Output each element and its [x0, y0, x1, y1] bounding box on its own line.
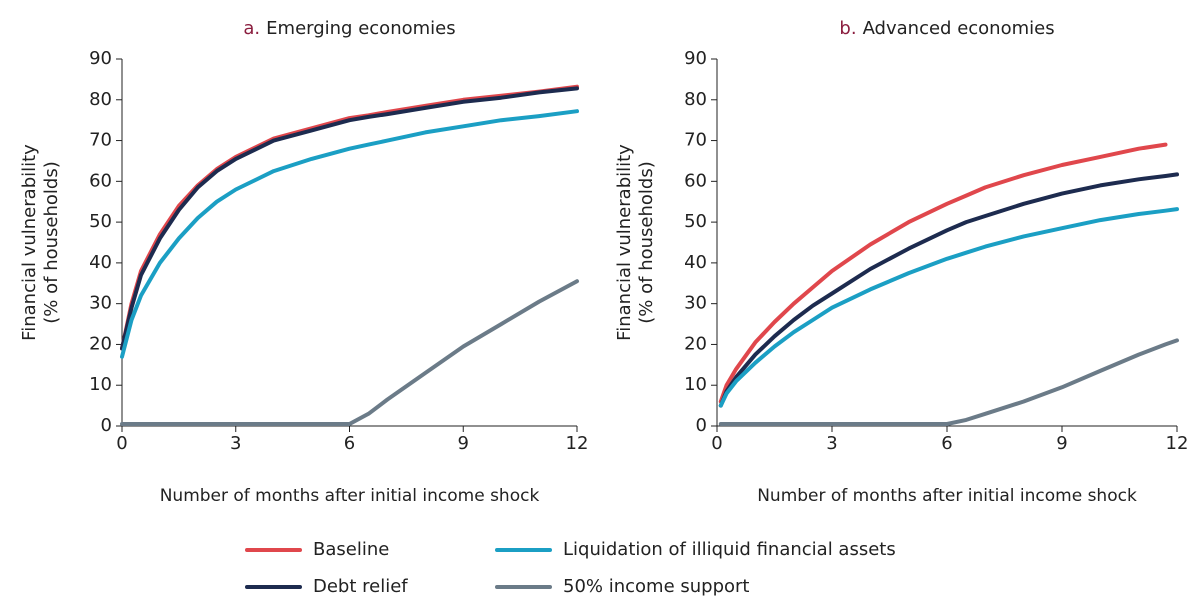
x-tick-label: 3 — [230, 433, 241, 454]
x-tick-label: 12 — [1166, 433, 1189, 454]
y-tick-label: 0 — [101, 415, 112, 436]
series-line — [120, 86, 579, 351]
y-tick-label: 90 — [684, 48, 707, 69]
legend-label: Debt relief — [313, 576, 408, 597]
series-line — [718, 142, 1168, 404]
y-axis-label: Financial vulnerability(% of households) — [614, 144, 657, 341]
y-tick-label: 80 — [89, 89, 112, 110]
y-axis-label-line: (% of households) — [636, 161, 657, 323]
y-axis-label-line: Financial vulnerability — [19, 144, 40, 341]
y-axis-label-line: (% of households) — [41, 161, 62, 323]
y-tick-label: 70 — [684, 130, 707, 151]
y-tick-label: 10 — [89, 374, 112, 395]
x-axis-label: Number of months after initial income sh… — [160, 486, 540, 506]
y-tick-label: 40 — [684, 252, 707, 273]
title-text: Advanced economies — [863, 18, 1055, 39]
y-tick-label: 60 — [89, 170, 112, 191]
y-tick-label: 30 — [89, 293, 112, 314]
x-tick-label: 6 — [941, 433, 952, 454]
y-tick-label: 20 — [684, 333, 707, 354]
y-tick-label: 80 — [684, 89, 707, 110]
y-tick-label: 50 — [89, 211, 112, 232]
x-tick-label: 0 — [116, 433, 127, 454]
x-tick-label: 9 — [458, 433, 469, 454]
panel-label: a. — [243, 18, 260, 39]
chart-title: a. Emerging economies — [243, 18, 455, 39]
panel-label: b. — [839, 18, 856, 39]
y-tick-label: 30 — [684, 293, 707, 314]
y-tick-label: 0 — [696, 415, 707, 436]
series-line — [718, 207, 1179, 408]
series-line — [120, 279, 579, 426]
x-tick-label: 3 — [826, 433, 837, 454]
x-tick-label: 0 — [711, 433, 722, 454]
y-tick-label: 60 — [684, 170, 707, 191]
chart-title: b. Advanced economies — [839, 18, 1054, 39]
y-tick-label: 10 — [684, 374, 707, 395]
x-tick-label: 9 — [1056, 433, 1067, 454]
y-tick-label: 90 — [89, 48, 112, 69]
y-tick-label: 50 — [684, 211, 707, 232]
y-tick-label: 40 — [89, 252, 112, 273]
y-tick-label: 70 — [89, 130, 112, 151]
legend-label: 50% income support — [563, 576, 750, 597]
x-axis-label: Number of months after initial income sh… — [757, 486, 1137, 506]
x-tick-label: 12 — [566, 433, 589, 454]
legend-label: Liquidation of illiquid financial assets — [563, 539, 896, 560]
y-axis-label: Financial vulnerability(% of households) — [19, 144, 62, 341]
y-tick-label: 20 — [89, 333, 112, 354]
series-line — [718, 172, 1179, 408]
series-line — [718, 338, 1179, 426]
title-text: Emerging economies — [266, 18, 455, 39]
series-line — [120, 84, 579, 351]
y-axis-label-line: Financial vulnerability — [614, 144, 635, 341]
legend-label: Baseline — [313, 539, 389, 560]
x-tick-label: 6 — [344, 433, 355, 454]
series-line — [120, 109, 579, 359]
